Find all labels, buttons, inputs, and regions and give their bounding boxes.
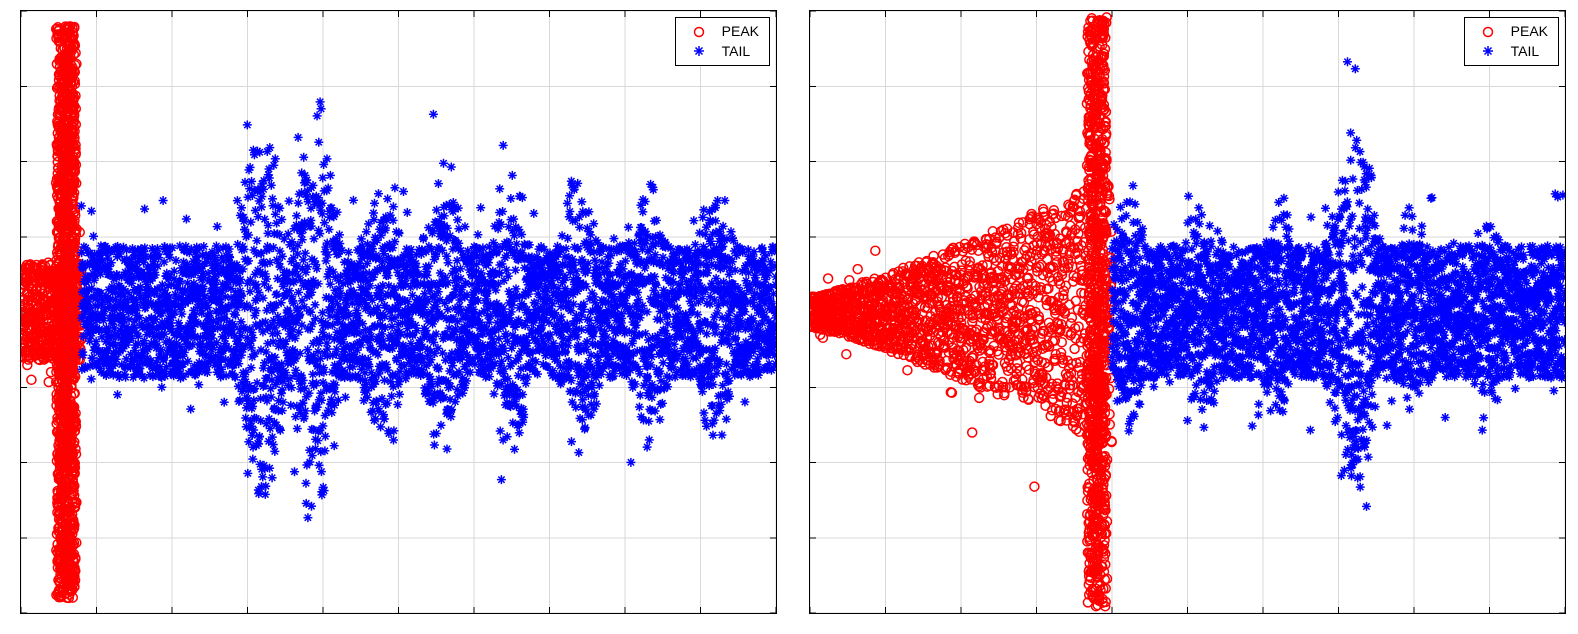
plot-area-left: PEAK TAIL [20, 10, 777, 614]
legend-label-peak: PEAK [722, 22, 759, 42]
figure: PEAK TAIL PEAK [0, 0, 1578, 634]
legend-left: PEAK TAIL [675, 17, 770, 66]
legend-swatch-tail [684, 44, 714, 58]
legend-entry-peak: PEAK [1473, 22, 1548, 42]
legend-label-tail: TAIL [722, 42, 751, 62]
panel-left: PEAK TAIL [0, 0, 789, 634]
chart-svg-left [21, 11, 776, 613]
legend-entry-peak: PEAK [684, 22, 759, 42]
legend-entry-tail: TAIL [1473, 42, 1548, 62]
legend-swatch-tail [1473, 44, 1503, 58]
legend-swatch-peak [684, 25, 714, 39]
legend-right: PEAK TAIL [1464, 17, 1559, 66]
legend-swatch-peak [1473, 25, 1503, 39]
chart-svg-right [810, 11, 1565, 613]
legend-label-tail: TAIL [1511, 42, 1540, 62]
panel-right: PEAK TAIL [789, 0, 1578, 634]
plot-area-right: PEAK TAIL [809, 10, 1566, 614]
legend-entry-tail: TAIL [684, 42, 759, 62]
legend-label-peak: PEAK [1511, 22, 1548, 42]
